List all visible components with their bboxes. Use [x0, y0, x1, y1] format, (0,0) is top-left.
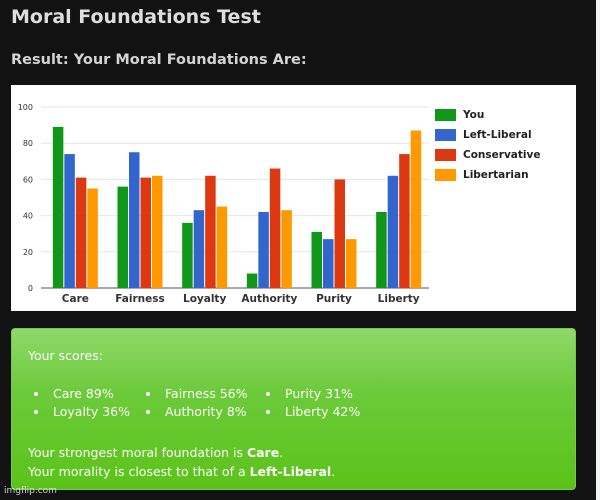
bar — [346, 239, 357, 288]
legend-label: Left-Liberal — [463, 129, 532, 141]
bar — [311, 231, 322, 288]
scores-panel: Your scores: Care 89% Fairness 56% Purity … — [11, 328, 576, 490]
score-text: Liberty 42% — [285, 404, 361, 419]
bar — [376, 211, 387, 288]
legend-item: Libertarian — [435, 165, 540, 185]
legend-swatch — [435, 149, 456, 161]
score-text: Care 89% — [53, 386, 114, 401]
bar — [246, 273, 258, 288]
bar — [193, 210, 205, 288]
y-tick-label: 80 — [23, 139, 33, 148]
legend-swatch — [435, 169, 456, 181]
x-tick-label: Authority — [241, 293, 297, 305]
y-tick-label: 40 — [23, 212, 33, 221]
bar — [182, 222, 193, 288]
score-item: Liberty 42% — [266, 404, 376, 419]
watermark: imgflip.com — [4, 486, 57, 496]
legend-swatch — [435, 129, 456, 141]
closest-group-line: Your morality is closest to that of a Le… — [28, 462, 335, 481]
y-tick-label: 0 — [28, 284, 33, 293]
score-item: Care 89% — [34, 386, 146, 401]
strongest-prefix: Your strongest moral foundation is — [28, 445, 247, 460]
bar — [140, 177, 151, 288]
chart-legend: You Left-Liberal Conservative Libertarian — [435, 105, 540, 185]
score-item: Purity 31% — [266, 386, 376, 401]
bar — [205, 175, 216, 288]
score-text: Authority 8% — [165, 404, 247, 419]
bar — [410, 130, 422, 288]
bullet-icon — [34, 391, 38, 396]
legend-item: Conservative — [435, 145, 540, 165]
page-title: Moral Foundations Test — [11, 6, 261, 28]
bullet-icon — [266, 391, 270, 396]
bar-chart: 0 20 40 60 80 100 Care Fairness Loyalty Authority… — [18, 103, 429, 305]
bullet-icon — [146, 409, 150, 414]
bar — [117, 186, 128, 288]
legend-label: You — [463, 109, 485, 121]
legend-label: Libertarian — [463, 169, 529, 181]
scores-summary: Your strongest moral foundation is Care.… — [28, 443, 335, 481]
closest-prefix: Your morality is closest to that of a — [28, 464, 250, 479]
x-tick-label: Liberty — [378, 293, 420, 305]
y-tick-label: 60 — [23, 175, 33, 184]
y-tick-label: 20 — [23, 248, 33, 257]
score-item: Fairness 56% — [146, 386, 266, 401]
x-tick-label: Loyalty — [183, 293, 226, 305]
chart-panel: 0 20 40 60 80 100 Care Fairness Loyalty Authority… — [11, 85, 576, 311]
bar — [216, 206, 228, 288]
x-tick-label: Fairness — [115, 293, 165, 305]
bar — [334, 179, 345, 288]
bar — [323, 239, 334, 288]
score-text: Purity 31% — [285, 386, 353, 401]
bar — [269, 168, 281, 288]
legend-swatch — [435, 109, 456, 121]
bullet-icon — [266, 409, 270, 414]
bar — [281, 210, 292, 288]
bar — [64, 154, 75, 288]
strongest-value: Care — [246, 445, 280, 460]
legend-label: Conservative — [463, 149, 541, 161]
strongest-suffix: . — [279, 445, 284, 460]
bar — [52, 126, 64, 288]
bar — [399, 154, 410, 288]
bullet-icon — [34, 409, 38, 414]
score-item: Loyalty 36% — [34, 404, 146, 419]
bar — [87, 188, 98, 288]
bullet-icon — [146, 391, 150, 396]
y-tick-label: 100 — [18, 103, 33, 112]
x-tick-label: Purity — [316, 293, 352, 305]
bar — [152, 175, 163, 288]
result-heading: Result: Your Moral Foundations Are: — [11, 52, 307, 68]
bar — [387, 175, 399, 288]
scores-list: Care 89% Fairness 56% Purity 31% Loyalty 36… — [34, 386, 376, 419]
score-item: Authority 8% — [146, 404, 266, 419]
bar — [258, 211, 269, 288]
legend-item: Left-Liberal — [435, 125, 540, 145]
bar — [129, 152, 140, 288]
scores-label: Your scores: — [28, 348, 103, 363]
closest-suffix: . — [331, 464, 336, 479]
x-tick-label: Care — [62, 293, 89, 305]
closest-value: Left-Liberal — [249, 464, 332, 479]
score-text: Fairness 56% — [165, 386, 248, 401]
score-text: Loyalty 36% — [53, 404, 130, 419]
strongest-foundation-line: Your strongest moral foundation is Care. — [28, 443, 335, 462]
legend-item: You — [435, 105, 540, 125]
bar — [75, 177, 87, 288]
